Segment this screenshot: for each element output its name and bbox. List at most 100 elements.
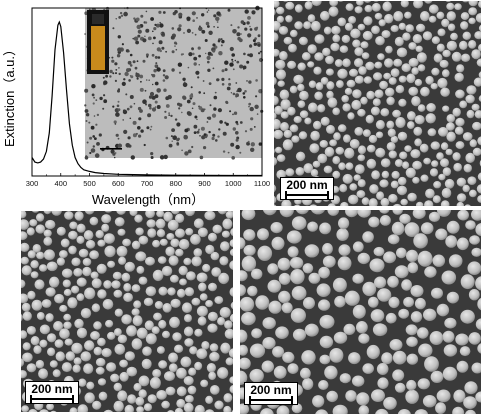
nanoparticle [291, 216, 307, 230]
tem-particle [127, 60, 132, 65]
tem-particle [208, 130, 211, 134]
tem-particle [236, 32, 241, 37]
nanoparticle [290, 29, 298, 38]
nanoparticle [443, 344, 458, 357]
nanoparticle [401, 63, 411, 73]
tem-particle [84, 104, 87, 107]
nanoparticle [133, 383, 142, 392]
nanoparticle [60, 238, 70, 248]
tem-particle [206, 11, 209, 13]
nanoparticle [30, 260, 39, 269]
tem-particle [133, 36, 139, 41]
nanoparticle [334, 59, 343, 68]
tem-particle [154, 100, 158, 104]
nanoparticle [375, 408, 389, 414]
tem-particle [212, 67, 215, 70]
nanoparticle [177, 288, 186, 298]
nanoparticle [297, 100, 306, 108]
nanoparticle [71, 342, 83, 354]
nanoparticle [113, 382, 123, 392]
nanoparticle [171, 211, 180, 215]
nanoparticle [21, 370, 27, 379]
nanoparticle [158, 319, 167, 329]
nanoparticle [329, 139, 337, 147]
nanoparticle [456, 360, 469, 373]
nanoparticle [477, 136, 481, 146]
nanoparticle [39, 409, 49, 412]
scale-bar: 200 nm [244, 382, 298, 405]
nanoparticle [471, 362, 481, 374]
nanoparticle [442, 167, 452, 177]
nanoparticle [31, 299, 43, 311]
nanoparticle [122, 238, 131, 247]
nanoparticle [21, 313, 23, 322]
nanoparticle [319, 335, 334, 349]
tem-particle [182, 77, 186, 82]
x-tick-label: 900 [198, 179, 211, 188]
tem-particle [118, 67, 120, 69]
nanoparticle [59, 304, 68, 313]
tem-particle [249, 53, 253, 58]
tem-particle [111, 59, 115, 63]
tem-particle [238, 38, 243, 43]
nanoparticle [207, 311, 218, 322]
nanoparticle [74, 318, 84, 329]
nanoparticle [162, 303, 172, 313]
tem-particle [194, 115, 198, 119]
nanoparticle [393, 203, 402, 206]
tem-particle [242, 65, 247, 70]
nanoparticle [303, 21, 312, 30]
tem-particle [181, 111, 183, 114]
nanoparticle [240, 403, 250, 414]
nanoparticle [476, 58, 481, 67]
nanoparticle [422, 31, 433, 41]
nanoparticle [169, 316, 180, 328]
nanoparticle [21, 405, 29, 412]
nanoparticle [104, 245, 116, 258]
tem-particle [174, 118, 178, 121]
nanoparticle [184, 287, 195, 297]
nanoparticle [278, 26, 289, 35]
nanoparticle [95, 357, 106, 367]
tem-particle [193, 131, 197, 135]
tem-particle [156, 88, 161, 93]
tem-particle [135, 40, 140, 45]
nanoparticle [448, 254, 463, 268]
tem-particle [195, 70, 200, 75]
nanoparticle [91, 303, 101, 313]
tem-particle [191, 32, 194, 34]
tem-particle [211, 136, 215, 141]
nanoparticle [313, 120, 322, 130]
tem-particle [99, 96, 103, 101]
nanoparticle [43, 236, 53, 246]
tem-particle [207, 25, 210, 28]
nanoparticle [417, 64, 426, 72]
nanoparticle [452, 107, 461, 117]
nanoparticle [97, 378, 107, 386]
tem-particle [158, 40, 163, 45]
nanoparticle [468, 332, 481, 345]
nanoparticle [156, 229, 166, 238]
tem-particle [151, 73, 153, 76]
nanoparticle [345, 3, 354, 11]
tem-particle [142, 38, 147, 43]
x-tick-label: 1000 [225, 179, 242, 188]
tem-particle [127, 50, 130, 53]
nanoparticle [357, 154, 366, 162]
tem-particle [115, 18, 117, 20]
nanoparticle [292, 328, 307, 341]
nanoparticle [123, 292, 133, 302]
nanoparticle [275, 59, 286, 70]
nanoparticle [274, 112, 277, 120]
tem-particle [188, 52, 193, 57]
tem-particle [150, 125, 153, 128]
nanoparticle [373, 1, 379, 2]
nanoparticle [363, 76, 372, 84]
nanoparticle [361, 197, 370, 206]
nanoparticle [63, 288, 72, 297]
nanoparticle [446, 131, 456, 142]
nanoparticle [385, 87, 395, 97]
nanoparticle [243, 229, 256, 241]
tem-particle [121, 43, 124, 46]
nanoparticle [361, 52, 370, 60]
